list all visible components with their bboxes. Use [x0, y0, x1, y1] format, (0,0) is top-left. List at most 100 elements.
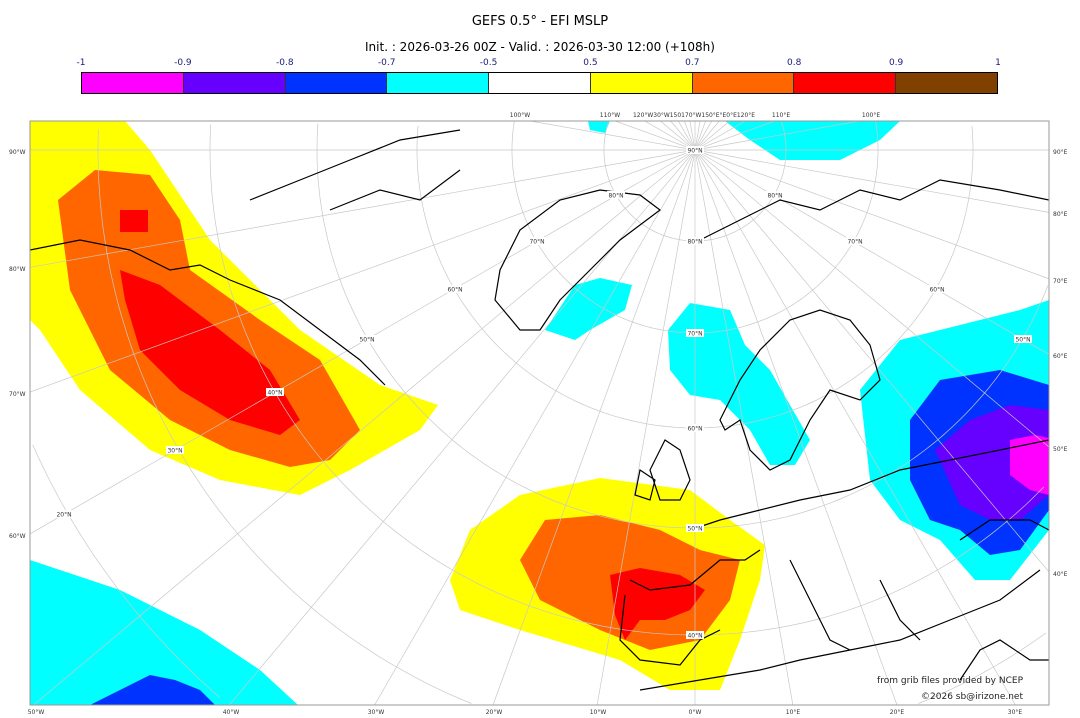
label-background — [846, 237, 864, 245]
meridian-line — [694, 149, 794, 705]
colorbar-tick-label: 1 — [995, 58, 1001, 68]
colorbar — [81, 72, 998, 94]
label-background — [686, 424, 704, 432]
axis-label: 60°W — [9, 533, 26, 540]
meridian-line — [694, 149, 1016, 705]
meridian-line — [615, 121, 696, 151]
latitude-circle — [416, 125, 974, 429]
latitude-circle — [511, 121, 879, 334]
colorbar-swatch — [590, 73, 693, 93]
coastlines — [30, 129, 1049, 691]
efi-region — [668, 303, 810, 465]
colorbar-swatch — [82, 73, 184, 93]
efi-region — [725, 121, 900, 160]
colorbar-swatch — [794, 73, 897, 93]
efi-region — [120, 270, 300, 435]
graticule — [30, 121, 1049, 705]
latitude-circle — [316, 123, 1049, 529]
meridian-line — [33, 149, 696, 705]
meridian-line — [596, 149, 696, 705]
source-credit: from grib files provided by NCEP — [877, 676, 1023, 686]
meridian-line — [644, 121, 696, 151]
colorbar-tick-label: -0.9 — [174, 58, 192, 68]
axis-label: 20°W — [486, 709, 503, 716]
meridian-line — [677, 121, 696, 151]
label-background — [686, 329, 704, 337]
longitude-labels: 50°W 40°W 30°W 20°W 10°W 0°W 10°E 20°E 30°E 90°W 8… — [9, 112, 1068, 716]
axis-label: 70°W — [9, 391, 26, 398]
colorbar-tick-label: 0.8 — [787, 58, 802, 68]
label-background — [607, 191, 625, 199]
colorbar-tick-label: 0.7 — [685, 58, 700, 68]
meridian-line — [694, 121, 706, 151]
colorbar-swatch — [285, 73, 388, 93]
latitude-circle — [97, 129, 1047, 704]
axis-label: 10°W — [590, 709, 607, 716]
meridian-line — [694, 149, 1049, 280]
latitude-label: 40°N — [267, 390, 282, 397]
latitude-label: 80°N — [767, 193, 782, 200]
meridian-line — [30, 149, 696, 393]
colorbar-tick-label: -0.5 — [479, 58, 498, 68]
colorbar-tick-label: -0.7 — [377, 58, 396, 68]
latitude-label: 90°N — [687, 148, 702, 155]
meridian-line — [694, 149, 898, 705]
meridian-line — [694, 149, 1049, 448]
meridian-line — [30, 149, 696, 268]
meridian-line — [694, 149, 1049, 355]
label-background — [266, 388, 284, 396]
colorbar-swatch — [183, 73, 286, 93]
latitude-label: 60°N — [447, 287, 462, 294]
axis-label: 110°W — [600, 112, 620, 119]
latitude-label: 50°N — [1015, 337, 1030, 344]
latitude-label: 60°N — [687, 426, 702, 433]
efi-region — [30, 560, 298, 705]
latitude-label: 60°N — [929, 287, 944, 294]
axis-label: 80°W — [9, 266, 26, 273]
axis-label: 20°E — [890, 709, 905, 716]
latitude-label: 20°N — [56, 512, 71, 519]
efi-region — [58, 170, 360, 467]
label-background — [686, 524, 704, 532]
latitude-label: 70°N — [529, 239, 544, 246]
latitude-label: 80°N — [608, 193, 623, 200]
axis-label: 80°E — [1053, 211, 1068, 218]
map-frame — [29, 120, 1050, 706]
meridian-line — [694, 121, 713, 151]
axis-label: 50°W — [28, 709, 45, 716]
efi-region — [120, 210, 148, 232]
meridian-line — [694, 121, 775, 151]
axis-label: 40°W — [223, 709, 240, 716]
label-background — [528, 237, 546, 245]
axis-label: 50°E — [1053, 446, 1068, 453]
axis-label: 90°W — [9, 149, 26, 156]
meridian-line — [694, 149, 1049, 213]
axis-label: 110°E — [772, 112, 790, 119]
meridian-line — [694, 121, 860, 151]
axis-label: 70°E — [1053, 278, 1068, 285]
latitude-label: 70°N — [847, 239, 862, 246]
colorbar-swatch — [489, 73, 591, 93]
latitude-label: 50°N — [687, 526, 702, 533]
label-background — [1014, 335, 1032, 343]
map-subtitle: Init. : 2026-03-26 00Z - Valid. : 2026-0… — [365, 40, 715, 54]
axis-label: 100°W — [510, 112, 530, 119]
label-background — [166, 446, 184, 454]
latitude-circle — [32, 444, 220, 698]
meridian-line — [694, 121, 720, 151]
axis-label: 90°E — [1053, 149, 1068, 156]
axis-label: 60°E — [1053, 353, 1068, 360]
latitude-label: 40°N — [687, 633, 702, 640]
latitude-label: 70°N — [687, 331, 702, 338]
meridian-line — [694, 121, 730, 151]
latitude-labels: 90°N 80°N 70°N 60°N 50°N 40°N 30°N 20°N 80°N 70°N… — [55, 146, 1032, 640]
axis-label: 40°E — [1053, 571, 1068, 578]
colorbar-tick-label: -1 — [76, 58, 86, 68]
axis-label: 30°W — [368, 709, 385, 716]
meridian-line — [374, 149, 696, 705]
meridian-line — [660, 121, 696, 151]
label-background — [358, 335, 376, 343]
efi-region — [90, 675, 215, 705]
